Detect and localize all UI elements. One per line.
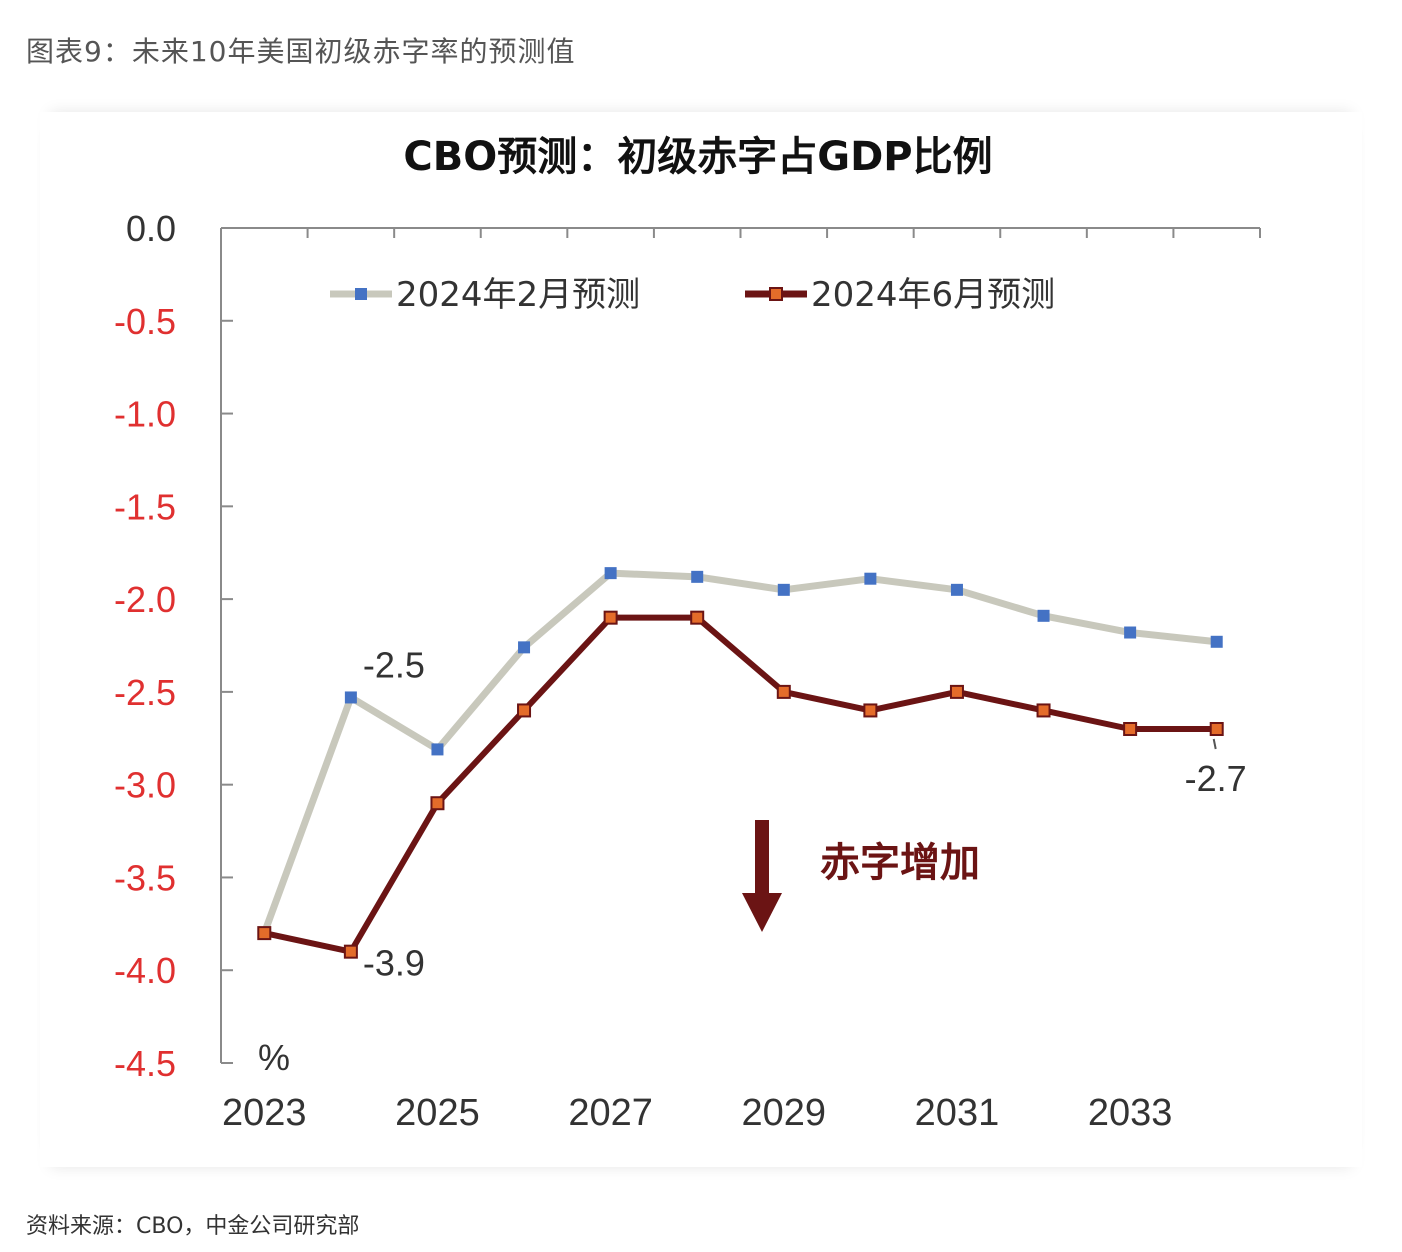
source-note: 资料来源：CBO，中金公司研究部 [26,1214,360,1239]
y-tick-label: 0.0 [126,208,176,249]
figure-title: 图表9：未来10年美国初级赤字率的预测值 [26,35,576,68]
y-tick-label: -2.5 [114,672,176,713]
data-label: -2.7 [1185,758,1247,799]
series-line [261,569,1218,935]
arrow-shaft [755,820,769,898]
legend-item-1: 2024年2月预测 [330,275,640,315]
series [257,567,1224,959]
y-tick-label: -0.5 [114,301,176,342]
axes [220,227,1261,1063]
y-tick-label: -1.5 [114,486,176,527]
data-point [603,610,618,625]
y-tick-label: -1.0 [114,394,176,435]
data-point [776,684,791,699]
data-point [1124,626,1137,639]
series-2 [257,610,1224,959]
data-point [691,570,704,583]
y-tick-label: -4.0 [114,950,176,991]
x-axis-ticks: 2023 2025 2027 2029 2031 2033 [222,1092,1172,1134]
data-point [517,703,532,718]
y-tick-label: -2.0 [114,579,176,620]
y-tick-label: -3.0 [114,765,176,806]
x-tick-label: 2025 [395,1092,480,1134]
data-point [1037,609,1050,622]
data-point [431,743,444,756]
data-point [1036,703,1051,718]
deficit-arrow: 赤字增加 [742,820,980,932]
legend-item-2: 2024年6月预测 [745,275,1055,315]
series-line [263,614,1217,955]
arrow-label: 赤字增加 [820,840,980,886]
data-point [1123,722,1138,736]
x-tick-label: 2023 [222,1092,307,1134]
x-tick-label: 2031 [915,1092,1000,1134]
x-tick-label: 2029 [742,1092,827,1134]
data-point [518,641,531,654]
legend-label: 2024年2月预测 [396,275,640,315]
chart-title: CBO预测：初级赤字占GDP比例 [403,134,992,180]
annotations: -2.5 -3.9 -2.7 [363,644,1247,983]
series-1 [258,567,1223,940]
legend-swatch-marker [355,288,367,300]
y-unit-label: % [258,1037,290,1078]
legend-swatch-marker [769,287,783,301]
annotation-leader [1212,738,1217,750]
data-point [343,944,358,959]
arrow-head [742,893,782,932]
y-tick-label: -3.5 [114,857,176,898]
data-point [690,610,705,625]
data-label: -2.5 [363,644,425,685]
y-tick-label: -4.5 [114,1043,176,1084]
data-point [950,583,963,596]
x-tick-label: 2033 [1088,1092,1173,1134]
data-point [863,703,878,718]
data-point [1210,635,1223,648]
data-label: -3.9 [363,943,425,984]
data-point [604,567,617,580]
chart-card [40,112,1362,1167]
data-point [864,572,877,585]
legend: 2024年2月预测 2024年6月预测 [330,275,1055,315]
y-axis-ticks: 0.0 -0.5 -1.0 -1.5 -2.0 -2.5 -3.0 -3.5 -4.0 -4.5 [114,208,233,1084]
data-point [949,684,964,699]
data-point [344,691,357,704]
data-point [430,796,445,811]
data-point [1209,722,1224,736]
legend-label: 2024年6月预测 [811,275,1055,315]
x-tick-label: 2027 [568,1092,653,1134]
data-point [257,926,272,941]
data-point [777,583,790,596]
